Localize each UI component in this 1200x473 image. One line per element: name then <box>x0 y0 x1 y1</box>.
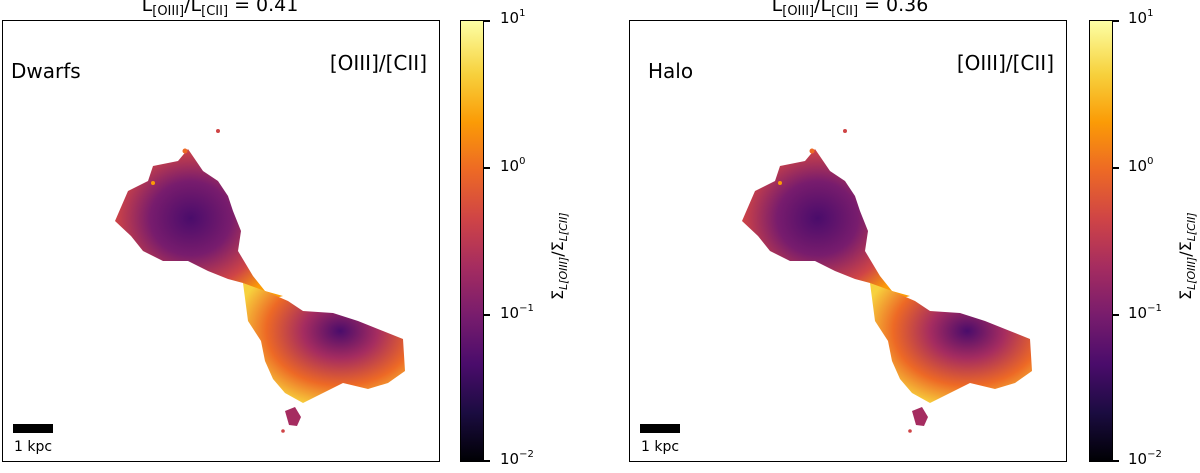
colorbar-label: ΣL[OIII]/ΣL[CII] <box>548 212 571 300</box>
colorbar-tick <box>484 20 490 22</box>
colorbar-tick <box>1113 20 1119 22</box>
colorbar-tick <box>484 460 490 462</box>
tick-label: 100 <box>500 156 526 175</box>
tick-label: 10−2 <box>1128 449 1162 468</box>
ratio-label: [OIII]/[CII] <box>956 51 1054 75</box>
tick-label: 101 <box>1128 8 1154 27</box>
colorbar-tick <box>1113 314 1119 316</box>
colorbar <box>1089 20 1113 462</box>
scale-bar <box>640 424 680 433</box>
galaxy-lower-lobe <box>243 283 405 403</box>
colorbar-label: ΣL[OIII]/ΣL[CII] <box>1176 212 1199 300</box>
galaxy-upper-lobe <box>115 149 283 303</box>
galaxy-upper-lobe <box>742 149 910 303</box>
panel-title: L[OIII]/L[CII] = 0.41 <box>141 0 299 19</box>
scale-label: 1 kpc <box>14 439 53 455</box>
colorbar-tick <box>484 314 490 316</box>
colorbar-tick <box>1113 167 1119 169</box>
colorbar-tick <box>484 167 490 169</box>
panel-title: L[OIII]/L[CII] = 0.36 <box>771 0 929 19</box>
emission-map <box>115 129 405 433</box>
galaxy-clump <box>285 407 301 426</box>
scale-bar <box>13 424 53 433</box>
tick-label: 10−1 <box>500 303 534 322</box>
galaxy-lower-lobe <box>870 283 1032 403</box>
colorbar <box>460 20 484 462</box>
galaxy-clump <box>912 407 928 426</box>
tick-label: 101 <box>500 8 526 27</box>
scale-label: 1 kpc <box>641 439 680 455</box>
tick-label: 10−1 <box>1128 303 1162 322</box>
panel-halo: L[OIII]/L[CII] = 0.36 Halo [OIII]/[CII] … <box>600 0 1200 473</box>
panel-dwarfs: L[OIII]/L[CII] = 0.41 <box>2 0 571 468</box>
tick-label: 100 <box>1128 156 1154 175</box>
colorbar-tick <box>1113 460 1119 462</box>
map-frame: Halo [OIII]/[CII] 1 kpc <box>629 20 1067 462</box>
panel-label: Halo <box>648 59 694 83</box>
map-frame: Dwarfs [OIII]/[CII] 1 kpc <box>2 20 440 462</box>
emission-map <box>742 129 1032 433</box>
panel-label: Dwarfs <box>11 59 81 83</box>
ratio-label: [OIII]/[CII] <box>329 51 427 75</box>
tick-label: 10−2 <box>500 449 534 468</box>
